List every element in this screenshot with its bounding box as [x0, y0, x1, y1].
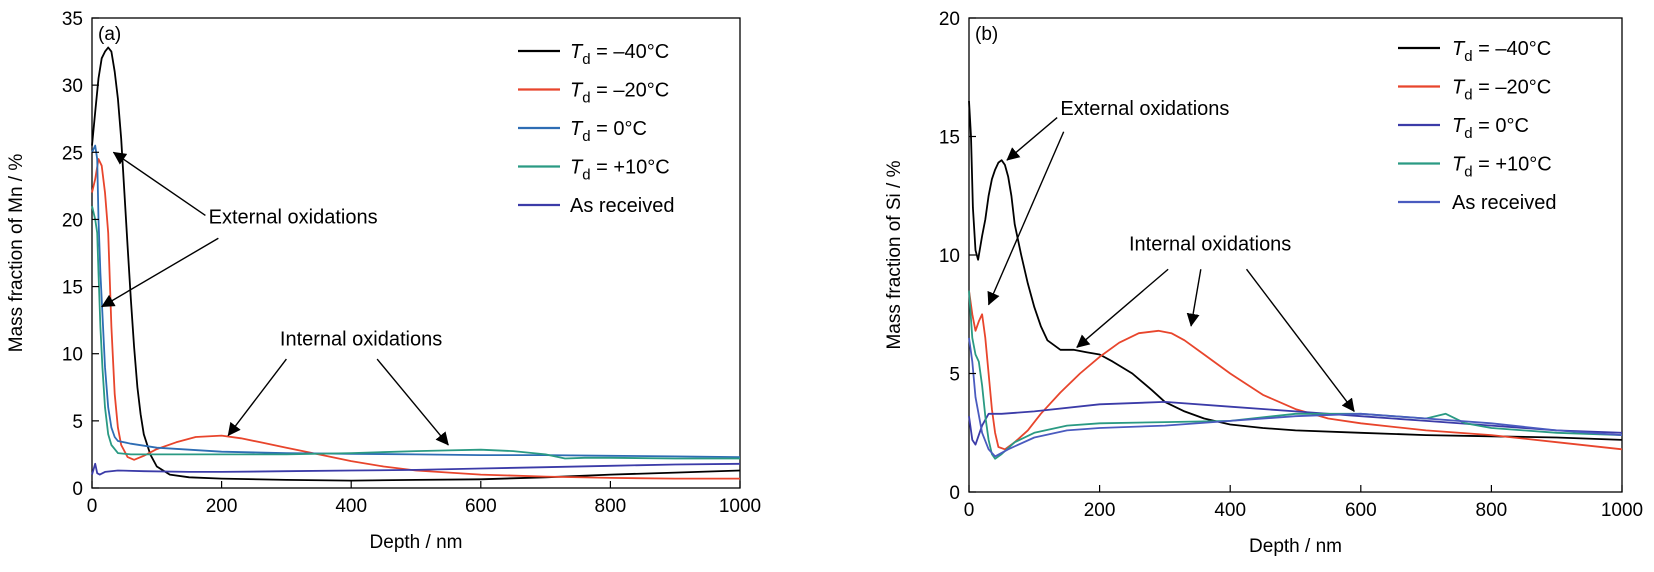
legend-label-2: Td = 0°C [1452, 115, 1529, 142]
annotation-arrow-1-2 [1245, 268, 1355, 412]
annotation-arrow-1-1 [376, 358, 449, 446]
legend-label-0: Td = –40°C [1452, 38, 1551, 65]
series-line-0 [968, 100, 1623, 441]
y-tick-label: 10 [939, 246, 960, 267]
y-tick-label: 35 [62, 9, 83, 30]
y-axis-title: Mass fraction of Si / % [884, 160, 905, 349]
annotation-arrow-0-1 [101, 237, 219, 308]
annotation-arrow-1-0 [227, 358, 287, 437]
panel-label: (b) [975, 24, 998, 45]
x-tick-label: 200 [1084, 500, 1116, 521]
y-tick-label: 15 [62, 278, 83, 299]
series-line-4 [91, 462, 741, 476]
annotation-label-1: Internal oxidations [280, 329, 442, 351]
panel-label: (a) [98, 24, 121, 45]
x-tick-label: 600 [1345, 500, 1377, 521]
series-line-1 [91, 158, 740, 480]
annotation-arrow-0-0 [1006, 117, 1058, 161]
y-tick-label: 25 [62, 143, 83, 164]
y-tick-label: 30 [62, 76, 83, 97]
annotation-label-0: External oxidations [1060, 98, 1229, 120]
y-tick-label: 15 [939, 128, 960, 149]
plot-frame [91, 17, 741, 489]
y-tick-label: 5 [949, 365, 960, 386]
legend-label-4: As received [1452, 192, 1557, 214]
x-tick-label: 1000 [1601, 500, 1643, 521]
annotation-arrow-1-0 [1076, 268, 1169, 348]
annotation-arrow-0-1 [987, 131, 1065, 306]
x-axis-title: Depth / nm [370, 532, 463, 553]
annotation-label-0: External oxidations [209, 206, 378, 228]
series-line-4 [968, 337, 1623, 458]
x-axis-title: Depth / nm [1249, 536, 1342, 557]
annotation-arrow-1-1 [1186, 269, 1202, 327]
legend-label-0: Td = –40°C [570, 41, 669, 68]
series-line-3 [968, 290, 1623, 460]
x-tick-label: 400 [1214, 500, 1246, 521]
series-line-2 [91, 144, 741, 458]
y-tick-label: 0 [949, 483, 960, 504]
series-line-3 [91, 205, 740, 460]
y-tick-label: 10 [62, 345, 83, 366]
y-tick-label: 20 [62, 210, 83, 231]
x-tick-label: 800 [595, 496, 627, 517]
x-tick-label: 800 [1476, 500, 1508, 521]
legend-label-3: Td = +10°C [570, 157, 670, 184]
legend-label-1: Td = –20°C [570, 80, 669, 107]
legend-label-3: Td = +10°C [1452, 154, 1552, 181]
chart-panel-a: 0 200 400 600 800 1000 0 5 10 15 20 25 30 35 Depth / n… [6, 9, 761, 553]
legend-label-4: As received [570, 195, 675, 217]
y-tick-label: 0 [72, 479, 83, 500]
chart-panel-b: 0 200 400 600 800 1000 0 5 10 15 20 Depth / nm Mass … [884, 9, 1643, 557]
x-tick-label: 400 [335, 496, 367, 517]
annotation-label-1: Internal oxidations [1129, 233, 1291, 255]
legend-label-1: Td = –20°C [1452, 77, 1551, 104]
y-axis-title: Mass fraction of Mn / % [6, 154, 27, 353]
x-tick-label: 1000 [719, 496, 761, 517]
x-tick-label: 200 [206, 496, 238, 517]
annotation-arrow-0-0 [112, 151, 206, 216]
x-tick-label: 0 [964, 500, 975, 521]
series-line-0 [91, 46, 741, 482]
legend-label-2: Td = 0°C [570, 118, 647, 145]
y-tick-label: 5 [72, 412, 83, 433]
y-tick-label: 20 [939, 9, 960, 30]
series-line-1 [968, 290, 1623, 451]
x-tick-label: 600 [465, 496, 497, 517]
x-tick-label: 0 [87, 496, 98, 517]
series-line-2 [968, 401, 1623, 446]
